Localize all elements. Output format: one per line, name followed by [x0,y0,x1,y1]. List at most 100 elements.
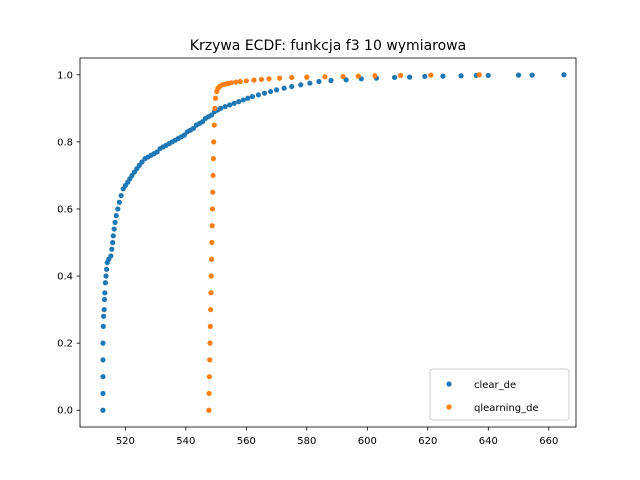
y-tick-label: 0.4 [57,272,73,283]
data-point [111,226,117,232]
x-tick-label: 640 [479,436,498,447]
data-point [251,77,257,83]
data-point [529,72,535,78]
data-point [207,357,213,363]
data-points-layer [100,72,567,413]
data-point [207,323,213,329]
data-point [208,112,215,118]
series-clear-de [100,72,567,413]
data-point [289,83,295,90]
data-point [231,100,237,106]
data-point [440,73,446,79]
data-point [208,273,214,279]
data-point [103,273,109,279]
data-point [237,78,243,85]
data-point [100,323,106,329]
x-tick-label: 580 [297,436,316,447]
data-point [181,132,187,138]
data-point [190,125,197,132]
data-point [209,223,215,229]
data-point [118,192,124,199]
data-point [113,213,119,219]
data-point [100,313,107,319]
data-point [100,357,106,363]
legend-marker-clear-de [446,381,452,387]
data-point [458,73,464,79]
data-point [307,80,313,86]
data-point [266,76,272,82]
data-point [281,85,287,91]
data-point [476,72,482,78]
data-point [261,90,268,96]
legend-label-qlearning-de: qlearning_de [474,403,539,414]
data-point [115,206,121,212]
data-point [209,239,215,246]
data-point [515,72,522,78]
data-point [210,172,216,179]
data-point [243,78,249,84]
data-point [227,102,233,108]
data-point [102,290,108,296]
data-point [236,99,242,105]
data-point [328,77,334,84]
data-point [199,119,206,125]
data-point [267,88,274,95]
data-point [222,104,228,110]
data-point [233,79,239,85]
y-tick-label: 0.0 [57,406,73,417]
legend-marker-qlearning-de [446,404,452,410]
x-tick-label: 520 [116,436,135,447]
data-point [397,72,404,79]
x-tick-label: 600 [358,436,377,447]
data-point [108,253,114,259]
y-tick-label: 0.8 [57,137,73,148]
y-tick-label: 1.0 [57,70,73,81]
data-point [100,407,106,413]
data-point [228,80,234,86]
series-qlearning-de [206,72,482,413]
data-point [304,74,310,80]
data-point [211,122,217,128]
data-point [101,296,108,303]
data-point [561,72,567,78]
data-point [210,189,216,195]
data-point [101,306,107,313]
data-point [210,156,216,162]
y-axis: 0.0 0.2 0.4 0.6 0.8 1.0 [57,70,80,417]
data-point [340,73,346,80]
data-point [100,374,106,380]
data-point [100,390,106,397]
data-point [343,77,349,83]
data-point [139,159,145,165]
data-point [206,407,212,413]
data-point [110,233,116,239]
y-tick-label: 0.2 [57,339,73,350]
chart-title: Krzywa ECDF: funkcja f3 10 wymiarowa [190,38,466,54]
data-point [211,139,217,145]
data-point [316,78,322,85]
x-axis: 520 540 560 580 600 620 640 660 [116,427,558,447]
data-point [322,74,328,80]
data-point [407,74,413,80]
data-point [206,374,213,380]
data-point [218,105,224,111]
data-point [212,105,218,111]
data-point [485,72,491,79]
data-point [102,280,108,286]
data-point [208,256,215,262]
data-point [255,92,262,98]
x-tick-label: 660 [539,436,558,447]
data-point [212,95,219,101]
x-tick-label: 540 [176,436,195,447]
data-point [422,73,428,80]
data-point [104,266,110,272]
plot-frame [79,57,577,428]
data-point [298,82,304,88]
data-point [100,340,106,346]
data-point [209,206,216,212]
data-point [110,239,116,246]
data-point [112,219,118,225]
data-point [355,73,361,79]
legend-box [429,368,570,421]
